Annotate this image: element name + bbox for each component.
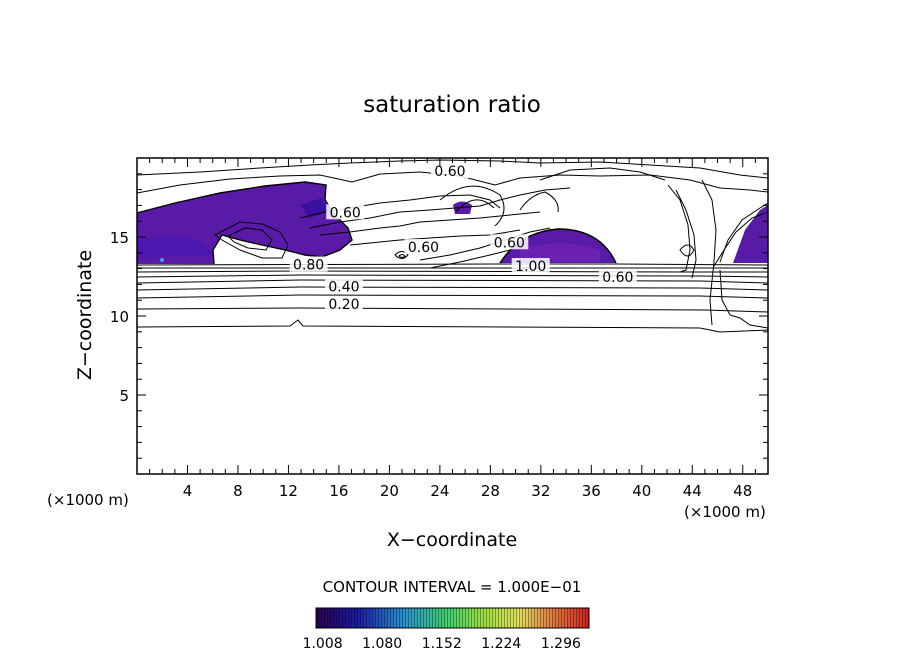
x-axis-label: X−coordinate: [387, 529, 517, 551]
contour-label: 0.60: [494, 235, 525, 251]
contour-label: 0.80: [293, 257, 324, 273]
contour-label-bg: [289, 256, 328, 272]
contour-label: 1.00: [515, 259, 546, 275]
contour-label: 0.40: [328, 280, 359, 296]
x-tick-label: 44: [683, 482, 702, 500]
x-tick-label: 28: [481, 482, 500, 500]
colorbar-stripes: [316, 608, 589, 628]
colorbar-tick-label: 1.152: [422, 636, 462, 652]
x-tick-label: 40: [632, 482, 651, 500]
colorbar: 1.008 1.080 1.152 1.224 1.296: [303, 607, 590, 652]
x-tick-label: 48: [733, 482, 752, 500]
region-shading: [137, 198, 600, 262]
x-tick-label: 36: [582, 482, 601, 500]
colorbar-tick-labels: 1.008 1.080 1.152 1.224 1.296: [303, 636, 581, 652]
y-tick-label: 5: [119, 387, 129, 405]
contour-label-bg: [490, 234, 529, 250]
colorbar-tick-label: 1.080: [362, 636, 402, 652]
supersaturated-regions: [137, 182, 768, 264]
contour-lines: [137, 159, 768, 333]
region-right-edge: [733, 205, 768, 263]
colorbar-tick-label: 1.296: [541, 636, 581, 652]
contour-label: 0.60: [330, 205, 361, 221]
colorbar-tick-label: 1.224: [481, 636, 521, 652]
x-tick-label: 20: [380, 482, 399, 500]
x-tick-label: 32: [531, 482, 550, 500]
x-tick-label: 8: [233, 482, 243, 500]
contour-labels: 0.60 0.60 0.60 0.60 0.800.400.20 1.00 0.60: [289, 163, 637, 313]
chart-title: saturation ratio: [363, 92, 541, 118]
contour-label: 0.60: [408, 240, 439, 256]
contour-label-bg: [430, 163, 469, 179]
y-tick-label: 10: [110, 308, 129, 326]
colorbar-frame: [315, 607, 590, 629]
contour-label-bg: [324, 295, 363, 311]
x-axis-ticks: 4 8 12 16 20 24 28 32 36 40 44 48: [136, 158, 769, 500]
x-unit-left: (×1000 m): [47, 491, 129, 509]
contour-label-bg: [598, 269, 637, 285]
contour-label-bg: [511, 258, 550, 274]
x-unit-right: (×1000 m): [684, 503, 766, 521]
x-tick-label: 12: [279, 482, 298, 500]
y-axis-ticks: 5 10 15: [110, 157, 768, 475]
contour-label: 0.60: [602, 270, 633, 286]
contour-interval-text: CONTOUR INTERVAL = 1.000E−01: [323, 578, 582, 596]
y-tick-label: 15: [110, 229, 129, 247]
colorbar-tick-label: 1.008: [303, 636, 343, 652]
y-axis-label: Z−coordinate: [74, 250, 96, 380]
contour-label-bg: [326, 204, 365, 220]
x-tick-label: 16: [329, 482, 348, 500]
x-tick-label: 4: [183, 482, 193, 500]
contour-label: 0.20: [328, 297, 359, 313]
contour-label: 0.60: [434, 164, 465, 180]
x-tick-label: 24: [430, 482, 449, 500]
contour-label-bg: [404, 239, 443, 255]
contour-label-bg: [324, 278, 363, 294]
